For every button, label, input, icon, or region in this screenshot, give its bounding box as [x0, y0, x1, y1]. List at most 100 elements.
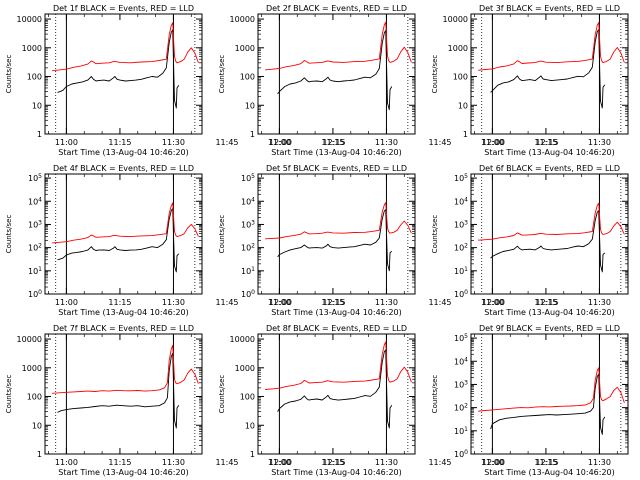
events-series-line: [277, 30, 393, 111]
plot-frame: [257, 13, 416, 135]
plot-frame: [257, 173, 416, 295]
x-tick-label: 11:30: [588, 458, 611, 467]
y-tick-label: 100: [241, 289, 255, 299]
x-axis-label: Start Time (13-Aug-04 10:46:20): [271, 468, 402, 477]
x-tick-label: 12:15: [322, 138, 345, 147]
y-tick-label: 100: [240, 73, 255, 82]
lld-series-line: [52, 202, 199, 244]
detector-panel: Det 6f BLACK = Events, RED = LLD 100 101 10…: [431, 164, 629, 317]
y-tick-label: 100: [27, 73, 42, 82]
y-tick-label: 10: [32, 421, 42, 430]
panel-title: Det 3f BLACK = Events, RED = LLD: [479, 4, 620, 13]
x-tick-label: 11:00: [55, 458, 78, 467]
y-tick-label: 1000: [235, 364, 255, 373]
detector-panel: Det 4f BLACK = Events, RED = LLD 100 101 10…: [5, 164, 346, 317]
plot-frame: [257, 333, 416, 455]
y-tick-label: 100: [240, 393, 255, 402]
x-tick-label: 11:30: [588, 298, 611, 307]
y-axis-label: Counts/sec: [218, 55, 226, 94]
y-tick-label: 103: [454, 379, 468, 389]
x-tick-label: 11:45: [215, 138, 238, 147]
series-group: [265, 341, 412, 429]
y-tick-label: 104: [454, 196, 468, 206]
y-tick-label: 1: [250, 130, 255, 139]
y-tick-label: 105: [454, 173, 468, 183]
events-series-line: [57, 29, 180, 109]
x-tick-label: 11:45: [215, 458, 238, 467]
y-tick-label: 103: [28, 219, 42, 229]
x-tick-label: 11:00: [268, 138, 291, 147]
x-tick-label: 11:15: [534, 458, 557, 467]
y-tick-label: 102: [28, 243, 42, 253]
series-group: [52, 22, 199, 109]
y-tick-label: 1000: [22, 364, 42, 373]
x-tick-label: 12:00: [482, 138, 505, 147]
x-tick-label: 11:30: [375, 298, 398, 307]
x-axis-label: Start Time (13-Aug-04 10:46:20): [271, 308, 402, 317]
y-tick-label: 10: [458, 101, 468, 110]
series-group: [265, 21, 412, 111]
y-tick-label: 100: [454, 449, 468, 459]
plot-frame: [44, 13, 203, 135]
x-tick-label: 11:00: [55, 298, 78, 307]
panel-title: Det 2f BLACK = Events, RED = LLD: [266, 4, 407, 13]
plot-frame: [44, 333, 203, 455]
y-tick-label: 1000: [22, 44, 42, 53]
x-tick-label: 11:15: [321, 458, 344, 467]
events-series-line: [490, 29, 606, 109]
x-tick-label: 11:15: [321, 138, 344, 147]
panel-title: Det 1f BLACK = Events, RED = LLD: [53, 4, 194, 13]
x-tick-label: 11:45: [428, 138, 451, 147]
y-tick-label: 105: [28, 173, 42, 183]
x-tick-label: 11:15: [108, 138, 131, 147]
y-tick-label: 10: [245, 421, 255, 430]
y-tick-label: 100: [27, 393, 42, 402]
x-axis-label: Start Time (13-Aug-04 10:46:20): [58, 148, 189, 157]
y-tick-label: 101: [454, 266, 468, 276]
x-tick-label: 12:00: [482, 298, 505, 307]
panel-title: Det 6f BLACK = Events, RED = LLD: [479, 164, 620, 173]
series-group: [478, 22, 625, 109]
x-tick-label: 12:00: [269, 458, 292, 467]
panel-title: Det 4f BLACK = Events, RED = LLD: [53, 164, 194, 173]
y-tick-label: 101: [454, 426, 468, 436]
x-tick-label: 12:00: [269, 138, 292, 147]
y-tick-label: 10: [245, 101, 255, 110]
panel-title: Det 5f BLACK = Events, RED = LLD: [266, 164, 407, 173]
x-tick-label: 11:30: [588, 138, 611, 147]
events-series-line: [277, 349, 393, 429]
y-axis-label: Counts/sec: [5, 215, 13, 254]
y-axis-label: Counts/sec: [431, 215, 439, 254]
series-group: [478, 367, 625, 435]
x-tick-label: 12:00: [269, 298, 292, 307]
x-tick-label: 11:30: [162, 138, 185, 147]
x-axis-label: Start Time (13-Aug-04 10:46:20): [484, 308, 615, 317]
x-tick-label: 11:15: [534, 138, 557, 147]
y-tick-label: 102: [454, 403, 468, 413]
y-tick-label: 100: [28, 289, 42, 299]
lld-series-line: [265, 341, 412, 390]
y-tick-label: 10: [32, 101, 42, 110]
y-tick-label: 102: [241, 243, 255, 253]
y-tick-label: 10000: [230, 15, 255, 24]
x-axis-label: Start Time (13-Aug-04 10:46:20): [484, 468, 615, 477]
x-tick-label: 11:45: [215, 298, 238, 307]
y-tick-label: 101: [241, 266, 255, 276]
lld-series-line: [478, 367, 625, 412]
y-tick-label: 10000: [17, 335, 42, 344]
series-group: [265, 202, 412, 272]
detector-panel: Det 8f BLACK = Events, RED = LLD 1 10 100 10…: [218, 324, 559, 477]
y-tick-label: 1: [37, 130, 42, 139]
x-tick-label: 11:45: [428, 298, 451, 307]
x-tick-label: 11:00: [481, 458, 504, 467]
plot-frame: [44, 173, 203, 295]
lld-series-line: [52, 344, 199, 394]
y-axis-label: Counts/sec: [5, 55, 13, 94]
x-tick-label: 12:15: [535, 298, 558, 307]
detector-panel: Det 5f BLACK = Events, RED = LLD 100 101 10…: [218, 164, 559, 317]
x-axis-label: Start Time (13-Aug-04 10:46:20): [271, 148, 402, 157]
y-tick-label: 1: [463, 130, 468, 139]
events-series-line: [57, 208, 180, 273]
events-series-line: [277, 209, 393, 272]
y-tick-label: 101: [28, 266, 42, 276]
